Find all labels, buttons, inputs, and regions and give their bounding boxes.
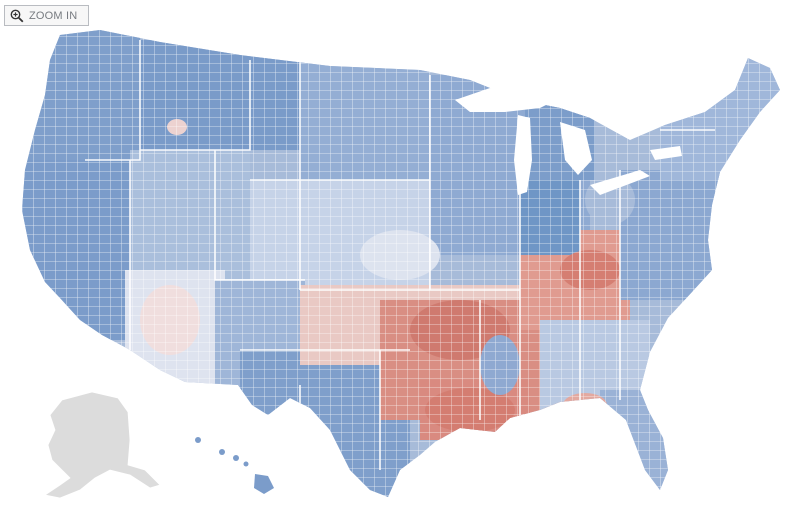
hawaii[interactable] bbox=[195, 437, 274, 494]
state-borders bbox=[85, 40, 715, 470]
hawaii-island-4[interactable] bbox=[243, 461, 249, 467]
lake-erie bbox=[590, 170, 650, 195]
hawaii-island-3[interactable] bbox=[233, 455, 239, 461]
hawaii-big-island[interactable] bbox=[254, 474, 274, 494]
lake-huron bbox=[560, 122, 592, 175]
lake-michigan bbox=[514, 115, 532, 195]
hawaii-island-2[interactable] bbox=[219, 449, 225, 455]
zoom-in-button[interactable]: ZOOM IN bbox=[4, 5, 89, 26]
magnifier-plus-icon bbox=[10, 9, 24, 22]
lake-ontario bbox=[650, 146, 682, 160]
great-lakes bbox=[455, 88, 682, 195]
alaska[interactable] bbox=[43, 391, 161, 499]
hawaii-island-1[interactable] bbox=[195, 437, 201, 443]
lake-superior bbox=[455, 88, 560, 112]
zoom-in-label: ZOOM IN bbox=[29, 9, 78, 22]
